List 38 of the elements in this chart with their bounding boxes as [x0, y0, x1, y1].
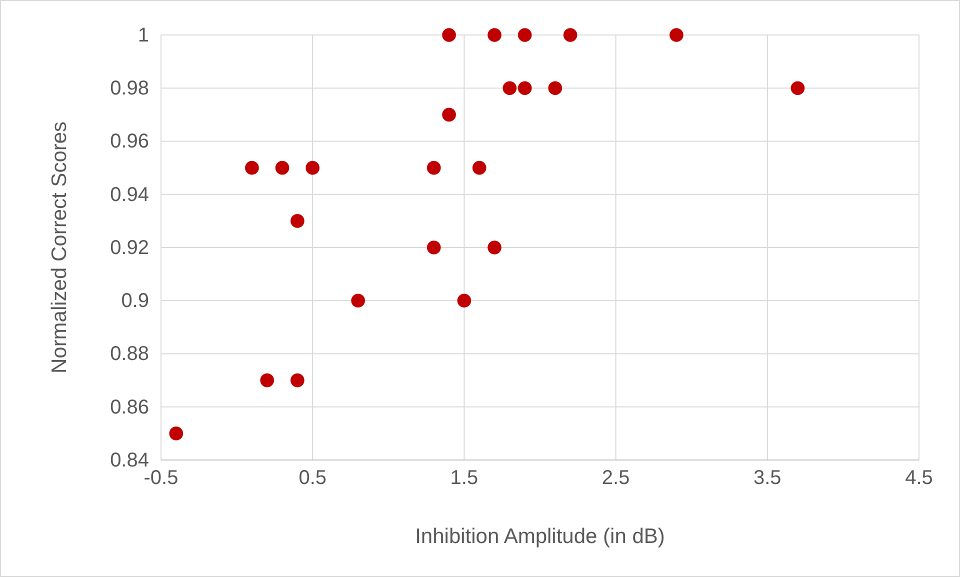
y-tick-label: 1 [138, 24, 149, 46]
x-tick-label: 4.5 [905, 467, 933, 490]
y-axis-title: Normalized Correct Scores [48, 121, 71, 374]
point [245, 160, 259, 175]
point [442, 28, 456, 42]
point [518, 81, 532, 96]
x-tick-label: 1.5 [450, 467, 478, 490]
point [472, 160, 486, 175]
y-tick-label: 0.98 [110, 78, 149, 100]
y-tick-label: 0.92 [110, 236, 149, 259]
point [306, 160, 320, 175]
point [442, 108, 456, 122]
point [457, 294, 472, 308]
point [488, 28, 502, 42]
y-tick-label: 0.96 [110, 130, 149, 153]
x-tick-label: 2.5 [602, 467, 630, 490]
y-tick-label: 0.94 [110, 184, 149, 206]
x-tick-label: 0.5 [298, 467, 327, 490]
point [502, 81, 517, 96]
y-tick-label: 0.9 [121, 290, 149, 312]
point [169, 426, 184, 440]
point [790, 81, 805, 96]
point [426, 160, 441, 175]
y-tick-label: 0.86 [110, 396, 149, 418]
y-tick-label: 0.88 [110, 343, 149, 366]
x-axis-title: Inhibition Amplitude (in dB) [415, 525, 665, 548]
x-tick-label: 3.5 [753, 467, 782, 490]
point [260, 373, 274, 388]
point [426, 240, 441, 254]
point [275, 160, 290, 175]
point [488, 240, 502, 254]
point [548, 81, 562, 96]
point [351, 294, 365, 308]
point [290, 214, 304, 228]
point [290, 373, 304, 388]
point [563, 28, 578, 42]
point [518, 28, 532, 42]
point [670, 28, 684, 42]
